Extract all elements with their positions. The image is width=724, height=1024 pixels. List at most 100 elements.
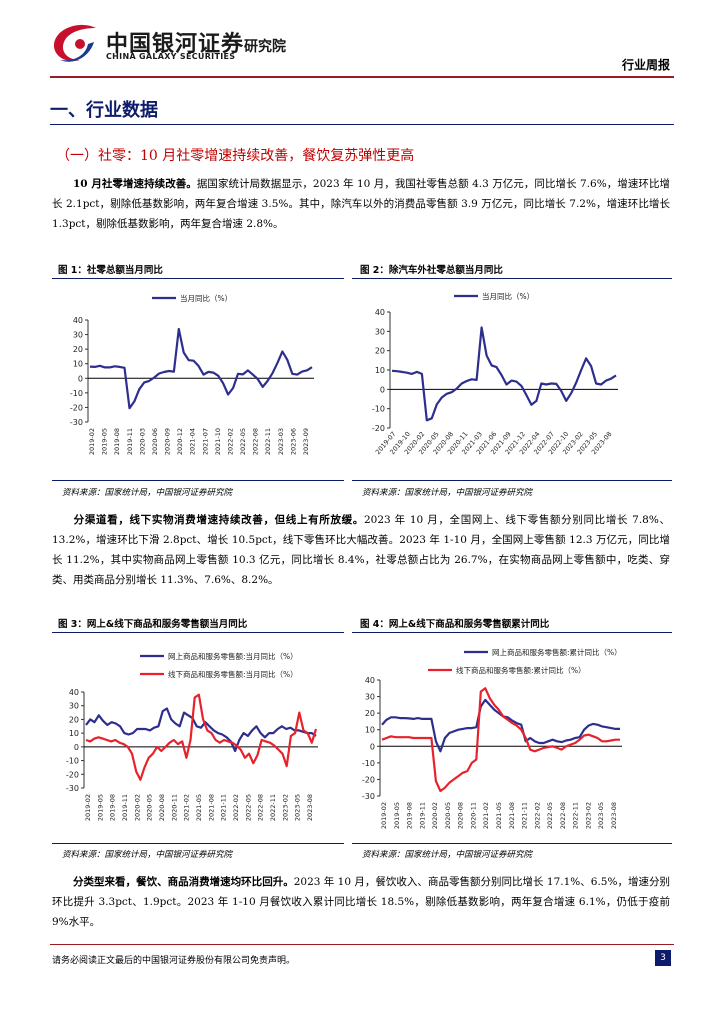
x-tick-label: 2023-06	[289, 428, 297, 455]
figure-source: 资料来源：国家统计局，中国银河证券研究院	[362, 850, 533, 860]
x-tick-label: 2020-03	[138, 428, 146, 455]
paragraph-body: 据国家统计局数据显示，2023 年 10 月，我国社零售总额 4.3 万亿元，同…	[52, 178, 670, 230]
x-tick-label: 2021-08	[207, 794, 215, 821]
y-tick-label: 40	[73, 316, 83, 325]
x-tick-label: 2019-08	[109, 794, 117, 821]
legend-label: 网上商品和服务零售额:累计同比（%）	[492, 647, 622, 657]
y-tick-label: 0	[370, 742, 375, 751]
y-tick-label: 30	[69, 702, 79, 711]
x-tick-label: 2022-08	[252, 428, 260, 455]
legend-label: 线下商品和服务零售额:累计同比（%）	[456, 665, 586, 675]
y-tick-label: -20	[66, 770, 79, 779]
paragraph-category: 分类型来看，餐饮、商品消费增速均环比回升。2023 年 10 月，餐饮收入、商品…	[52, 872, 670, 932]
report-type-label: 行业周报	[621, 58, 670, 72]
legend-label: 当月同比（%）	[180, 293, 232, 303]
figure-divider	[52, 480, 344, 481]
x-tick-label: 2019-05	[101, 428, 109, 455]
x-tick-label: 2023-02	[584, 802, 592, 829]
figure-title: 图 3：网上&线下商品和服务零售额当月同比	[58, 619, 248, 630]
x-tick-label: 2020-11	[469, 802, 477, 829]
company-logo	[53, 24, 96, 62]
x-tick-label: 2021-02	[183, 794, 191, 821]
x-tick-label: 2020-05	[146, 794, 154, 821]
y-tick-label: -10	[372, 405, 385, 414]
figure-divider	[352, 843, 672, 844]
chart-fig1: 40 30 20 10 0 -10 -20 -30 2019-02 2019-05 2019-08 2…	[70, 293, 314, 455]
y-tick-label: 30	[365, 693, 375, 702]
x-tick-label: 2021-07	[201, 428, 209, 455]
y-tick-label: 0	[380, 385, 385, 394]
figure-source: 资料来源：国家统计局，中国银河证券研究院	[62, 850, 233, 860]
series-line	[85, 707, 317, 753]
page-number: 3	[655, 950, 671, 966]
section-title: 一、行业数据	[50, 100, 158, 121]
x-tick-label: 2021-04	[189, 428, 197, 455]
y-tick-label: -20	[372, 424, 385, 433]
x-tick-label: 2020-02	[133, 794, 141, 821]
x-tick-label: 2021-10	[214, 428, 222, 455]
section-divider	[50, 124, 674, 125]
x-tick-label: 2023-08	[306, 794, 314, 821]
paragraph-body: 2023 年 10 月，餐饮收入、商品零售额分别同比增长 17.1%、6.5%，…	[52, 876, 671, 928]
x-tick-label: 2021-05	[495, 802, 503, 829]
y-tick-label: 20	[365, 709, 375, 718]
x-tick-label: 2019-02	[88, 428, 96, 455]
figure-divider	[52, 843, 344, 844]
y-tick-label: 20	[73, 345, 83, 354]
figure-source: 资料来源：国家统计局，中国银河证券研究院	[62, 488, 233, 498]
footer-disclaimer: 请务必阅读正文最后的中国银河证券股份有限公司免责声明。	[52, 956, 296, 966]
series-line	[381, 687, 620, 793]
y-tick-label: -20	[362, 775, 375, 784]
x-tick-label: 2022-11	[269, 794, 277, 821]
figure-divider	[352, 480, 672, 481]
chart-fig4: 40 30 20 10 0 -10 -20 -30 2019-02 2019-05 2019-08 2…	[362, 647, 622, 829]
x-tick-label: 2021-02	[482, 802, 490, 829]
figure-title: 图 1：社零总额当月同比	[58, 265, 163, 276]
series-line	[85, 693, 318, 781]
x-tick-label: 2019-05	[96, 794, 104, 821]
legend-label: 当月同比（%）	[482, 291, 534, 301]
y-tick-label: -30	[362, 792, 375, 801]
figure-divider	[352, 632, 672, 633]
y-tick-label: -30	[66, 784, 79, 793]
institute-label: 研究院	[244, 39, 286, 55]
y-tick-label: 10	[375, 366, 385, 375]
series-line	[381, 698, 620, 753]
y-tick-label: 10	[73, 360, 83, 369]
x-tick-label: 2022-02	[226, 428, 234, 455]
y-tick-label: 30	[375, 327, 385, 336]
brand-name-cn: 中国银河证券	[106, 32, 245, 57]
x-tick-label: 2020-11	[170, 794, 178, 821]
x-tick-label: 2022-08	[257, 794, 265, 821]
paragraph-channel: 分渠道看，线下实物消费增速持续改善，但线上有所放缓。2023 年 10 月，全国…	[52, 510, 670, 590]
x-tick-label: 2020-08	[158, 794, 166, 821]
x-tick-label: 2020-08	[457, 802, 465, 829]
x-tick-label: 2023-02	[281, 794, 289, 821]
figure-divider	[352, 278, 672, 279]
y-tick-label: 40	[365, 676, 375, 685]
header-divider	[50, 76, 674, 78]
y-tick-label: 40	[69, 688, 79, 697]
x-tick-label: 2019-11	[126, 428, 134, 455]
series-line	[391, 326, 617, 422]
series-line	[89, 327, 313, 410]
y-tick-label: -20	[70, 403, 83, 412]
y-tick-label: 20	[375, 347, 385, 356]
x-tick-label: 2022-05	[244, 794, 252, 821]
chart-fig3: 40 30 20 10 0 -10 -20 -30 2019-02 2019-05 2019-08 2…	[66, 651, 318, 821]
figure-title: 图 2：除汽车外社零总额当月同比	[360, 265, 503, 276]
x-tick-label: 2019-02	[84, 794, 92, 821]
brand-name-en: CHINA GALAXY SECURITIES	[106, 52, 236, 61]
paragraph-lead: 分渠道看，线下实物消费增速持续改善，但线上有所放缓。	[73, 514, 364, 526]
legend-label: 线下商品和服务零售额:当月同比（%）	[168, 669, 298, 679]
x-tick-label: 2023-05	[597, 802, 605, 829]
y-tick-label: -10	[362, 759, 375, 768]
y-tick-label: 10	[365, 726, 375, 735]
x-tick-label: 2019-08	[406, 802, 414, 829]
x-tick-label: 2023-05	[294, 794, 302, 821]
x-tick-label: 2022-11	[572, 802, 580, 829]
y-tick-label: -10	[70, 389, 83, 398]
figure-divider	[52, 632, 344, 633]
footer-divider	[50, 944, 674, 945]
paragraph-body: 2023 年 10 月，全国网上、线下零售额分别同比增长 7.8%、13.2%，…	[52, 514, 671, 586]
